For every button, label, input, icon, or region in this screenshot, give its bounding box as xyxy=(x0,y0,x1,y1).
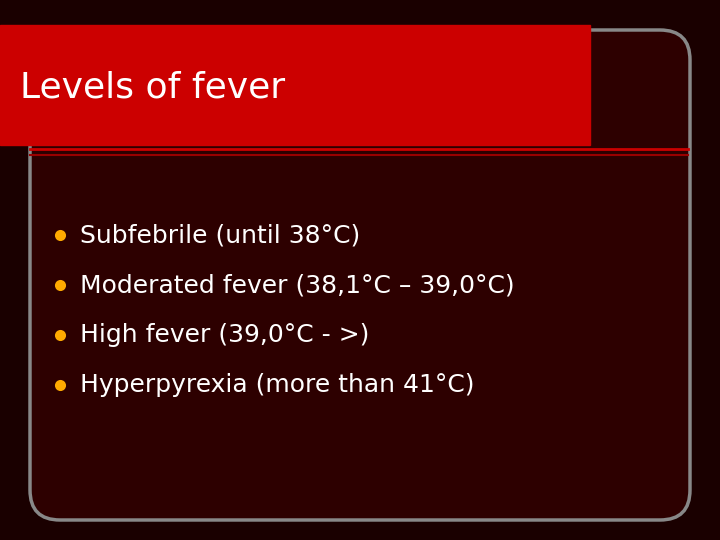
Text: Levels of fever: Levels of fever xyxy=(20,71,285,105)
FancyBboxPatch shape xyxy=(540,30,590,145)
Bar xyxy=(0,25,590,145)
Text: High fever (39,0°C - >): High fever (39,0°C - >) xyxy=(80,323,369,347)
Text: Moderated fever (38,1°C – 39,0°C): Moderated fever (38,1°C – 39,0°C) xyxy=(80,273,515,297)
FancyBboxPatch shape xyxy=(30,30,690,520)
Text: Subfebrile (until 38°C): Subfebrile (until 38°C) xyxy=(80,223,360,247)
Text: Hyperpyrexia (more than 41°C): Hyperpyrexia (more than 41°C) xyxy=(80,373,474,397)
